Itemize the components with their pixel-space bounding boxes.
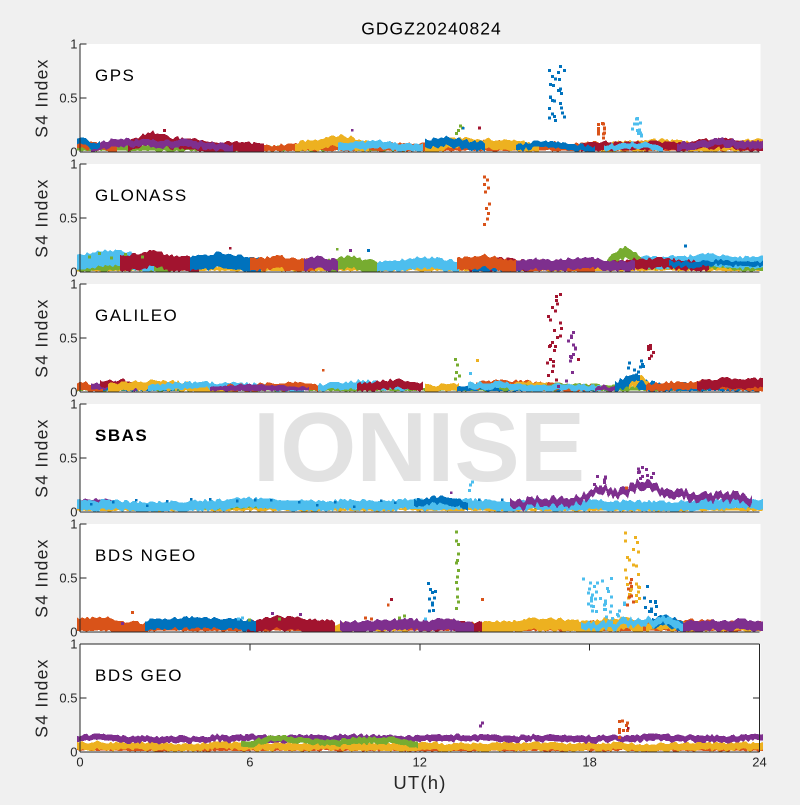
svg-text:0: 0 (70, 265, 77, 280)
svg-text:1: 1 (70, 157, 77, 172)
svg-text:1: 1 (70, 277, 77, 292)
svg-text:GPS: GPS (95, 66, 135, 85)
svg-text:0: 0 (70, 625, 77, 640)
svg-text:S4 Index: S4 Index (32, 58, 52, 137)
svg-text:0: 0 (70, 745, 77, 760)
svg-text:24: 24 (752, 755, 766, 770)
svg-text:1: 1 (70, 397, 77, 412)
svg-text:IONISE: IONISE (253, 392, 585, 502)
svg-text:S4 Index: S4 Index (32, 298, 52, 377)
svg-text:0: 0 (70, 385, 77, 400)
svg-text:18: 18 (582, 755, 596, 770)
svg-text:0: 0 (70, 145, 77, 160)
svg-text:S4 Index: S4 Index (32, 178, 52, 257)
svg-text:UT(h): UT(h) (393, 772, 446, 793)
svg-text:GLONASS: GLONASS (95, 186, 188, 205)
svg-text:S4 Index: S4 Index (32, 658, 52, 737)
svg-text:0.5: 0.5 (59, 571, 77, 586)
svg-text:0: 0 (70, 505, 77, 520)
svg-text:GDGZ20240824: GDGZ20240824 (361, 19, 501, 39)
svg-text:6: 6 (246, 755, 253, 770)
svg-text:0.5: 0.5 (59, 91, 77, 106)
svg-text:1: 1 (70, 517, 77, 532)
svg-text:S4 Index: S4 Index (32, 418, 52, 497)
svg-text:12: 12 (413, 755, 427, 770)
svg-text:0.5: 0.5 (59, 331, 77, 346)
svg-text:SBAS: SBAS (95, 426, 148, 445)
svg-text:0.5: 0.5 (59, 691, 77, 706)
svg-text:S4 Index: S4 Index (32, 538, 52, 617)
svg-text:0: 0 (76, 755, 83, 770)
svg-text:BDS NGEO: BDS NGEO (95, 546, 197, 565)
svg-text:1: 1 (70, 37, 77, 52)
svg-text:0.5: 0.5 (59, 211, 77, 226)
svg-text:BDS GEO: BDS GEO (95, 666, 183, 685)
svg-text:GALILEO: GALILEO (95, 306, 178, 325)
svg-text:1: 1 (70, 637, 77, 652)
svg-text:0.5: 0.5 (59, 451, 77, 466)
